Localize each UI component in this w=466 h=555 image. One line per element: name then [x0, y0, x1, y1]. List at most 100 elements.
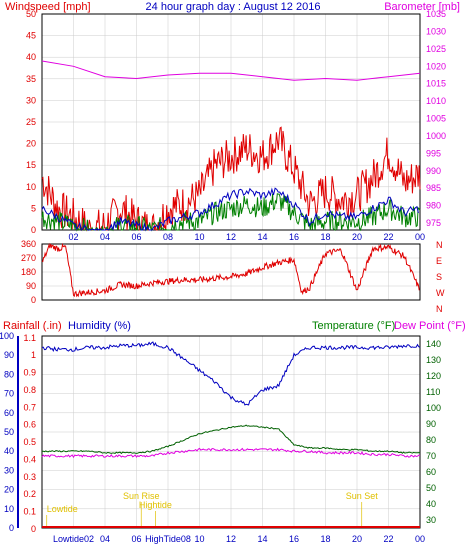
humidity-tick: 70 — [4, 389, 14, 399]
y-right-tick: 980 — [426, 201, 441, 211]
y-right-tick: 1010 — [426, 96, 446, 106]
humidity-tick: 40 — [4, 446, 14, 456]
humidity-tick: 10 — [4, 504, 14, 514]
direction-label: E — [436, 256, 442, 266]
humidity-line — [41, 341, 421, 406]
y-left-tick: 180 — [21, 267, 36, 277]
x-tick: Lowtide02 — [53, 534, 94, 544]
direction-label: N — [436, 240, 443, 250]
plot-frame — [41, 243, 421, 301]
y-right-tick: 1035 — [426, 9, 446, 19]
y-left-tick: 15 — [26, 160, 36, 170]
rain-tick: 0.9 — [23, 368, 36, 378]
y-left-tick: 30 — [26, 95, 36, 105]
windspeed-label: Windspeed [mph] — [5, 1, 91, 13]
x-tick: 06 — [131, 534, 141, 544]
annotation: Sun Set — [346, 491, 379, 501]
rainfall-label: Rainfall (.in) — [3, 320, 62, 332]
rain-tick: 0.7 — [23, 402, 36, 412]
x-tick: 18 — [320, 232, 330, 242]
humidity-tick: 90 — [4, 350, 14, 360]
y-right-tick: 985 — [426, 183, 441, 193]
x-tick: 12 — [226, 232, 236, 242]
x-tick: 22 — [383, 232, 393, 242]
dewpoint-label: Dew Point (°F) — [394, 320, 466, 332]
y-left-tick: 0 — [31, 295, 36, 305]
temp-tick: 40 — [426, 499, 436, 509]
temp-tick: 60 — [426, 467, 436, 477]
direction-line — [41, 242, 420, 298]
y-left-tick: 5 — [31, 203, 36, 213]
rain-tick: 1.1 — [23, 333, 36, 343]
x-tick: 10 — [194, 232, 204, 242]
y-left-tick: 270 — [21, 253, 36, 263]
wind-baro-panel: 0510152025303540455097598098599099510001… — [26, 9, 446, 242]
humidity-tick: 50 — [4, 427, 14, 437]
y-right-tick: 1020 — [426, 61, 446, 71]
y-right-tick: 1025 — [426, 44, 446, 54]
direction-label: S — [436, 272, 442, 282]
y-left-tick: 20 — [26, 139, 36, 149]
x-tick: 12 — [226, 534, 236, 544]
y-right-tick: 1030 — [426, 26, 446, 36]
y-right-tick: 1000 — [426, 131, 446, 141]
temp-tick: 110 — [426, 387, 440, 397]
rain-tick: 0.8 — [23, 385, 36, 395]
x-tick: 20 — [352, 534, 362, 544]
x-tick: 14 — [257, 534, 267, 544]
x-tick: 02 — [68, 232, 78, 242]
y-right-tick: 975 — [426, 218, 441, 228]
y-left-tick: 45 — [26, 31, 36, 41]
plot-frame — [41, 13, 421, 231]
temp-tick: 30 — [426, 515, 436, 525]
chart-title: 24 hour graph day : August 12 2016 — [146, 1, 321, 13]
gust-line — [41, 126, 421, 232]
temp-tick: 90 — [426, 419, 436, 429]
x-tick: 00 — [415, 534, 425, 544]
temp-tick: 50 — [426, 483, 436, 493]
y-left-tick: 35 — [26, 74, 36, 84]
y-left-tick: 0 — [31, 225, 36, 235]
temperature-label: Temperature (°F) — [312, 320, 395, 332]
average-wind-line — [41, 187, 419, 232]
temp-tick: 130 — [426, 355, 441, 365]
humidity-label: Humidity (%) — [68, 320, 131, 332]
rain-tick: 0.6 — [23, 420, 36, 430]
humidity-tick: 30 — [4, 465, 14, 475]
direction-label: W — [436, 288, 445, 298]
x-tick: 04 — [100, 534, 110, 544]
x-tick: 14 — [257, 232, 267, 242]
x-tick: HighTide08 — [145, 534, 191, 544]
humidity-temp-panel: 010203040506070809010000.10.20.30.40.50.… — [0, 331, 441, 544]
y-left-tick: 360 — [21, 239, 36, 249]
x-tick: 00 — [415, 232, 425, 242]
annotation: Hightide — [139, 500, 172, 510]
x-tick: 16 — [289, 534, 299, 544]
dewpoint-line — [41, 447, 421, 459]
rain-tick: 0.2 — [23, 489, 36, 499]
humidity-tick: 20 — [4, 485, 14, 495]
x-tick: 08 — [163, 232, 173, 242]
y-left-tick: 90 — [26, 281, 36, 291]
temp-tick: 120 — [426, 371, 441, 381]
rain-tick: 0.4 — [23, 454, 36, 464]
x-tick: 10 — [194, 534, 204, 544]
x-tick: 16 — [289, 232, 299, 242]
rain-tick: 0.5 — [23, 437, 36, 447]
x-tick: 22 — [383, 534, 393, 544]
temp-tick: 100 — [426, 403, 441, 413]
temp-tick: 80 — [426, 435, 436, 445]
humidity-tick: 80 — [4, 369, 14, 379]
rain-tick: 1 — [31, 350, 36, 360]
y-right-tick: 1005 — [426, 114, 446, 124]
rain-tick: 0.3 — [23, 472, 36, 482]
rain-tick: 0 — [31, 524, 36, 534]
x-tick: 18 — [320, 534, 330, 544]
y-left-tick: 50 — [26, 9, 36, 19]
y-right-tick: 995 — [426, 148, 441, 158]
x-tick: 04 — [100, 232, 110, 242]
humidity-tick: 100 — [0, 331, 14, 341]
x-tick: 06 — [131, 232, 141, 242]
